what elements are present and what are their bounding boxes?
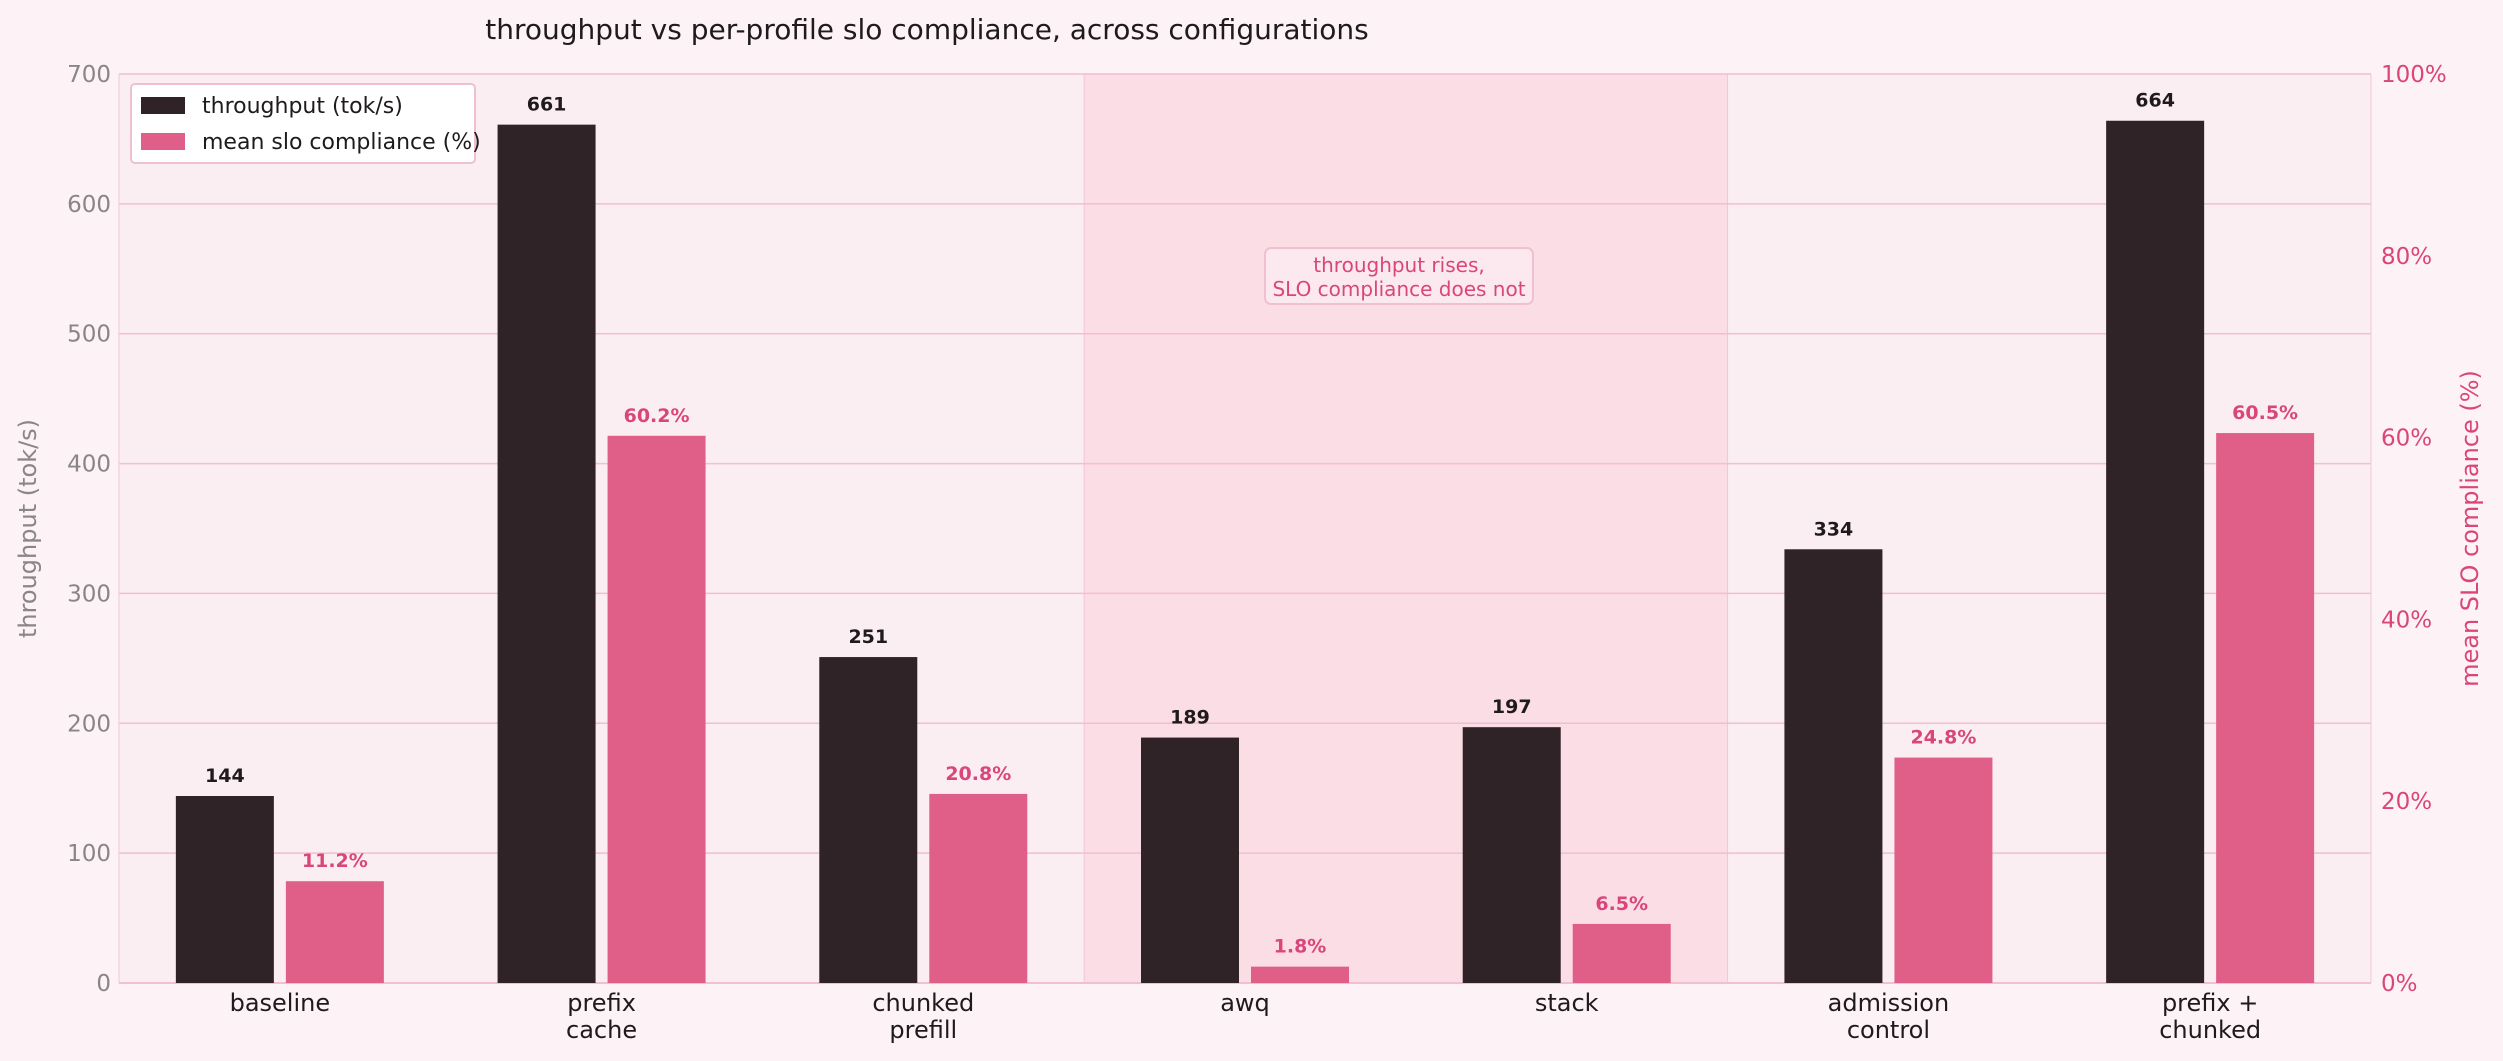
legend-swatch [141, 133, 185, 150]
y-left-tick-label: 100 [67, 841, 111, 867]
legend-label: throughput (tok/s) [202, 94, 403, 119]
y-right-tick-label: 80% [2381, 244, 2432, 270]
throughput-value-label: 189 [1170, 707, 1210, 729]
throughput-value-label: 664 [2135, 90, 2175, 112]
throughput-value-label: 661 [527, 94, 567, 116]
category-label: stack [1535, 989, 1599, 1017]
throughput-bar [175, 796, 274, 983]
throughput-bar [1462, 727, 1561, 983]
slo-compliance-value-label: 11.2% [302, 850, 368, 872]
slo-compliance-value-label: 24.8% [1910, 727, 1976, 749]
category-label: cache [566, 1016, 637, 1044]
category-label: prefix [567, 989, 636, 1017]
legend [130, 83, 476, 164]
slo-compliance-value-label: 1.8% [1274, 936, 1327, 958]
slo-compliance-bar [1251, 966, 1349, 983]
y-left-tick-label: 200 [67, 711, 111, 737]
legend-label: mean slo compliance (%) [202, 130, 481, 155]
slo-compliance-value-label: 6.5% [1595, 893, 1648, 915]
throughput-value-label: 197 [1492, 696, 1532, 718]
throughput-value-label: 144 [205, 765, 245, 787]
category-label: baseline [230, 989, 331, 1017]
slo-compliance-bar [929, 793, 1028, 983]
category-label: chunked [872, 989, 974, 1017]
throughput-bar [819, 657, 918, 983]
y-left-tick-label: 300 [67, 581, 111, 607]
category-label: prefill [889, 1016, 957, 1044]
throughput-bar [2106, 120, 2205, 983]
annotation-text: SLO compliance does not [1272, 277, 1525, 301]
y-right-tick-label: 100% [2381, 62, 2447, 88]
throughput-value-label: 334 [1814, 518, 1854, 540]
category-label: chunked [2159, 1016, 2261, 1044]
throughput-bar [1784, 549, 1883, 983]
slo-compliance-value-label: 20.8% [945, 763, 1011, 785]
annotation-text: throughput rises, [1313, 253, 1484, 277]
category-label: awq [1220, 989, 1270, 1017]
y-right-tick-label: 60% [2381, 426, 2432, 452]
y-right-tick-label: 0% [2381, 971, 2418, 997]
throughput-bar [497, 124, 596, 983]
y-right-tick-label: 40% [2381, 607, 2432, 633]
slo-compliance-bar [607, 435, 706, 984]
y-left-tick-label: 0 [96, 971, 111, 997]
slo-compliance-value-label: 60.5% [2232, 402, 2298, 424]
slo-compliance-bar [2216, 433, 2315, 983]
annotation-box [1264, 247, 1534, 305]
throughput-bar [1141, 737, 1239, 983]
y-left-tick-label: 400 [67, 452, 111, 478]
y-left-tick-label: 700 [67, 62, 111, 88]
legend-swatch [141, 97, 185, 114]
chart-title: throughput vs per-profile slo compliance… [485, 13, 1368, 46]
category-label: admission [1828, 989, 1950, 1017]
y-left-axis-label: throughput (tok/s) [14, 419, 42, 638]
category-label: control [1847, 1016, 1930, 1044]
slo-compliance-bar [1572, 923, 1671, 983]
y-right-tick-label: 20% [2381, 789, 2432, 815]
slo-compliance-bar [285, 881, 384, 983]
category-label: prefix + [2162, 989, 2258, 1017]
y-left-tick-label: 600 [67, 192, 111, 218]
slo-compliance-bar [1894, 757, 1993, 983]
slo-compliance-value-label: 60.2% [624, 405, 690, 427]
y-right-axis-label: mean SLO compliance (%) [2456, 370, 2484, 687]
y-left-tick-label: 500 [67, 322, 111, 348]
throughput-value-label: 251 [848, 626, 888, 648]
